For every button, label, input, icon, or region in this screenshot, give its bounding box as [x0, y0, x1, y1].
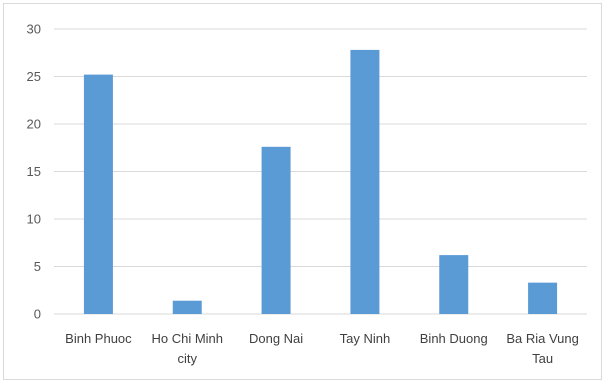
- y-tick-label-20: 20: [27, 117, 41, 132]
- x-tick-label-1-line-1: city: [178, 351, 198, 366]
- bar-1: [172, 300, 202, 314]
- y-tick-label-10: 10: [27, 212, 41, 227]
- y-tick-label-30: 30: [27, 22, 41, 37]
- x-tick-label-1-line-0: Ho Chi Minh: [151, 331, 223, 346]
- x-tick-label-4: Binh Duong: [420, 331, 488, 346]
- x-tick-label-2: Dong Nai: [249, 331, 303, 346]
- bar-2: [261, 146, 291, 314]
- bar-3: [350, 49, 380, 315]
- y-tick-label-0: 0: [34, 307, 41, 322]
- y-tick-label-25: 25: [27, 69, 41, 84]
- y-tick-label-15: 15: [27, 164, 41, 179]
- x-tick-label-3: Tay Ninh: [340, 331, 391, 346]
- x-tick-label-5-line-0: Ba Ria Vung: [506, 331, 579, 346]
- bar-4: [439, 255, 469, 314]
- y-tick-label-5: 5: [34, 259, 41, 274]
- x-tick-label-5-line-1: Tau: [532, 351, 553, 366]
- bar-0: [83, 74, 113, 314]
- bar-5: [528, 282, 558, 314]
- x-tick-label-0: Binh Phuoc: [65, 331, 132, 346]
